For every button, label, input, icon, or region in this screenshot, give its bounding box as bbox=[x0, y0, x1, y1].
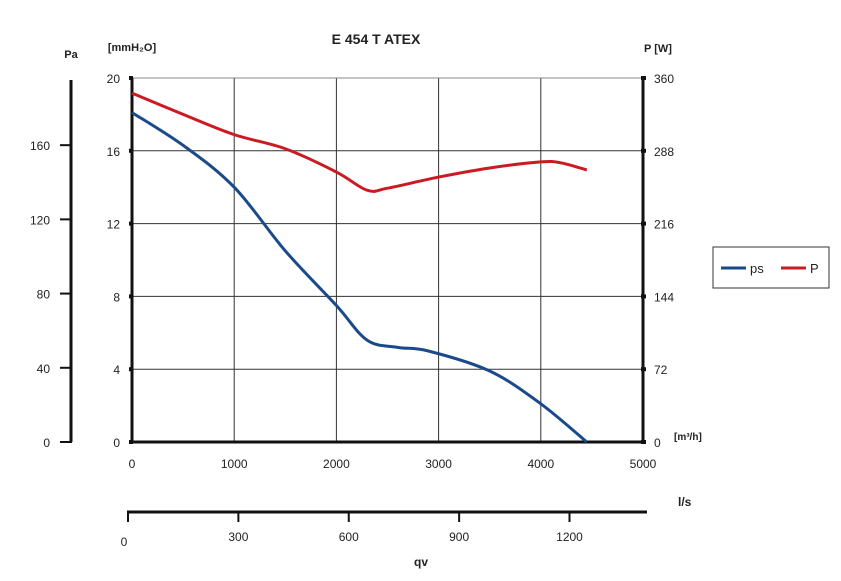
y-left-tick-label: 16 bbox=[107, 145, 121, 159]
y-left-tick-label: 8 bbox=[113, 290, 120, 304]
legend-p-label: P bbox=[810, 261, 819, 276]
y-right-tick bbox=[641, 148, 646, 153]
y-right-tick bbox=[641, 440, 646, 444]
y-right-tick bbox=[641, 221, 646, 226]
y-right-tick-label: 360 bbox=[654, 72, 674, 86]
y-right-tick bbox=[641, 367, 646, 372]
y-right-tick-label: 144 bbox=[654, 290, 674, 304]
y-right-tick-label: 0 bbox=[654, 436, 661, 450]
y-left-tick bbox=[129, 367, 133, 372]
ls-tick-label: 0 bbox=[121, 535, 128, 549]
x-axis-label: qv bbox=[414, 555, 428, 569]
pa-tick-label: 40 bbox=[37, 362, 51, 376]
y-left-tick-label: 12 bbox=[107, 218, 121, 232]
ls-unit-label: l/s bbox=[678, 495, 692, 509]
y-right-tick-label: 216 bbox=[654, 218, 674, 232]
y-left-tick-label: 20 bbox=[107, 72, 121, 86]
y-left-tick-label: 0 bbox=[113, 436, 120, 450]
y-right-tick bbox=[641, 294, 646, 299]
y-left-tick bbox=[129, 221, 133, 226]
x-tick-label: 0 bbox=[129, 457, 136, 471]
x-tick-label: 4000 bbox=[527, 457, 554, 471]
y-left-tick bbox=[129, 440, 133, 444]
pa-axis-label: Pa bbox=[64, 49, 78, 61]
y-left-tick bbox=[129, 294, 133, 299]
pa-tick-label: 160 bbox=[30, 139, 50, 153]
legend: ps P bbox=[712, 246, 830, 289]
x-tick-label: 3000 bbox=[425, 457, 452, 471]
x-tick-label: 2000 bbox=[323, 457, 350, 471]
pa-tick-label: 80 bbox=[37, 288, 51, 302]
y-left-tick-label: 4 bbox=[113, 363, 120, 377]
ls-tick-label: 600 bbox=[339, 530, 359, 544]
ls-tick-label: 300 bbox=[228, 530, 248, 544]
y-left-tick bbox=[129, 148, 133, 153]
ls-tick-label: 900 bbox=[449, 530, 469, 544]
legend-ps-label: ps bbox=[750, 261, 764, 276]
x-tick-label: 1000 bbox=[221, 457, 248, 471]
y-right-tick-label: 72 bbox=[654, 363, 668, 377]
mmh2o-axis-label: [mmH₂O] bbox=[108, 42, 157, 54]
series-line-p bbox=[131, 91, 588, 193]
power-axis-label: P [W] bbox=[644, 43, 672, 55]
y-right-tick-label: 288 bbox=[654, 145, 674, 159]
pa-tick-label: 120 bbox=[30, 213, 50, 227]
ls-tick-label: 1200 bbox=[556, 530, 583, 544]
m3h-unit-label: [m³/h] bbox=[674, 432, 702, 443]
y-right-tick bbox=[641, 76, 646, 80]
chart-title: E 454 T ATEX bbox=[332, 31, 421, 47]
x-tick-label: 5000 bbox=[630, 457, 657, 471]
pa-tick-label: 0 bbox=[43, 436, 50, 450]
y-left-tick bbox=[129, 76, 133, 80]
series-line-ps bbox=[131, 111, 588, 444]
